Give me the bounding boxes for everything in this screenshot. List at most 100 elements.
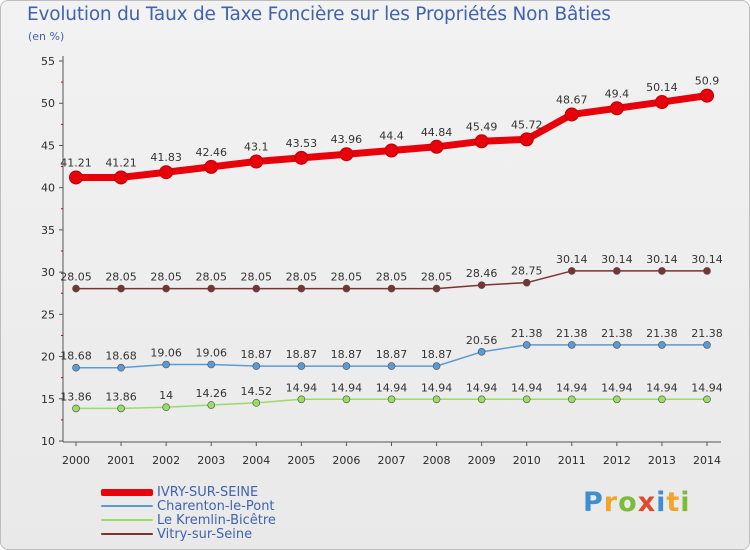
data-point (429, 139, 444, 154)
data-point (703, 395, 711, 404)
y-tick-label: 15 (41, 393, 55, 406)
data-point (654, 95, 669, 110)
data-point (342, 362, 351, 370)
logo-letter: i (656, 487, 667, 518)
data-label: 50.9 (695, 75, 720, 88)
data-point (162, 284, 170, 293)
x-tick-label: 2007 (378, 454, 406, 467)
data-label: 30.14 (646, 253, 678, 266)
data-point (204, 159, 219, 174)
data-label: 18.87 (421, 348, 453, 361)
data-label: 18.87 (241, 348, 273, 361)
data-label: 14.94 (466, 381, 498, 394)
data-point (207, 401, 216, 409)
data-point (658, 395, 666, 404)
data-point (432, 362, 441, 370)
data-label: 45.72 (511, 118, 543, 131)
data-label: 21.38 (646, 327, 678, 340)
data-label: 44.4 (379, 130, 404, 143)
data-label: 13.86 (60, 390, 92, 403)
legend-label: Le Kremlin-Bicêtre (157, 512, 276, 528)
legend-item: Charenton-le-Pont (101, 498, 276, 514)
data-label: 20.56 (466, 334, 498, 347)
y-unit-label: (en %) (28, 30, 65, 43)
data-label: 50.14 (646, 81, 678, 94)
logo-letter: x (637, 487, 657, 518)
data-point (519, 132, 534, 147)
data-label: 28.05 (195, 271, 227, 284)
legend-item: Vitry-sur-Seine (101, 526, 276, 542)
data-point (249, 154, 264, 169)
data-point (297, 284, 306, 293)
data-point (613, 395, 621, 404)
data-label: 14.94 (286, 381, 318, 394)
data-label: 14.94 (331, 381, 363, 394)
data-point (613, 267, 621, 275)
data-label: 14.94 (421, 381, 453, 394)
x-tick-label: 2002 (152, 454, 180, 467)
data-label: 14 (159, 389, 173, 402)
data-label: 14.94 (376, 381, 408, 394)
y-tick-label: 50 (41, 97, 55, 110)
data-point (342, 395, 351, 404)
data-point (117, 404, 125, 413)
data-point (342, 284, 351, 293)
data-label: 14.94 (691, 381, 723, 394)
data-point (69, 170, 83, 185)
data-label: 49.4 (605, 87, 630, 100)
x-tick-label: 2013 (648, 454, 676, 467)
data-point (159, 165, 174, 180)
data-label: 41.21 (60, 156, 92, 169)
data-point (703, 267, 711, 275)
data-label: 45.49 (466, 120, 498, 133)
data-point (72, 363, 80, 372)
data-label: 28.05 (105, 271, 137, 284)
chart-legend: IVRY-SUR-SEINE Charenton-le-Pont Le Kremli… (101, 484, 276, 542)
legend-label: IVRY-SUR-SEINE (157, 484, 259, 500)
y-tick-label: 30 (41, 266, 55, 279)
legend-label: Charenton-le-Pont (157, 498, 275, 514)
y-tick-label: 20 (41, 351, 55, 364)
logo-letter: P (583, 487, 604, 518)
data-label: 21.38 (691, 327, 723, 340)
legend-swatch (101, 519, 153, 521)
data-label: 14.94 (556, 381, 588, 394)
data-point (297, 362, 306, 370)
logo-letter: o (618, 487, 638, 518)
data-label: 28.05 (150, 271, 182, 284)
data-point (658, 267, 666, 275)
data-point (297, 395, 306, 404)
legend-swatch (101, 505, 153, 507)
data-label: 43.1 (244, 140, 269, 153)
data-point (477, 348, 486, 356)
data-label: 41.21 (105, 156, 137, 169)
data-label: 21.38 (511, 327, 543, 340)
x-tick-label: 2006 (332, 454, 360, 467)
data-point (567, 341, 576, 349)
data-point (613, 341, 621, 349)
data-point (72, 404, 80, 413)
data-point (387, 284, 396, 293)
y-tick-label: 25 (41, 308, 55, 321)
data-point (658, 341, 666, 349)
data-point (387, 362, 396, 370)
legend-label: Vitry-sur-Seine (157, 526, 253, 542)
data-label: 28.05 (60, 271, 92, 284)
chart-title: Evolution du Taux de Taxe Foncière sur l… (27, 4, 611, 25)
data-point (384, 143, 399, 158)
x-tick-label: 2003 (197, 454, 225, 467)
data-point (477, 395, 486, 404)
data-point (522, 395, 531, 404)
data-label: 14.94 (646, 381, 678, 394)
data-label: 13.86 (105, 390, 137, 403)
y-tick-label: 55 (41, 55, 55, 68)
data-point (114, 170, 129, 185)
x-tick-label: 2008 (423, 454, 451, 467)
data-point (474, 134, 489, 149)
data-point (522, 341, 531, 349)
x-tick-label: 2014 (693, 454, 721, 467)
data-label: 28.05 (241, 271, 273, 284)
data-label: 48.67 (556, 93, 588, 106)
logo-letter: t (666, 487, 681, 518)
